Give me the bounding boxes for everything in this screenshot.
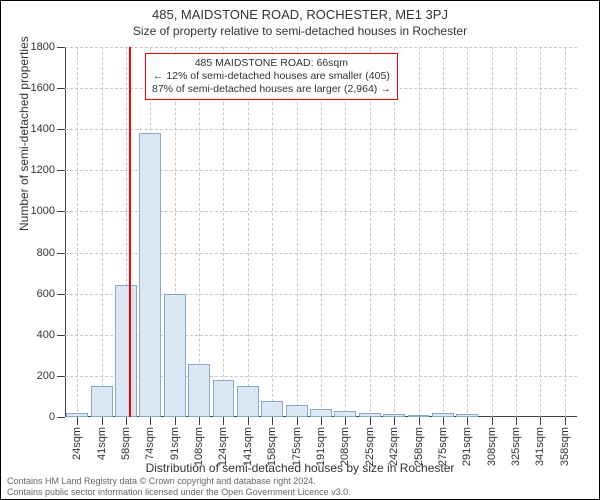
gridline-v xyxy=(345,47,346,417)
tick-x xyxy=(321,417,322,425)
tick-x xyxy=(345,417,346,425)
marker-line xyxy=(129,47,131,417)
gridline-v xyxy=(565,47,566,417)
gridline-v xyxy=(370,47,371,417)
tick-y xyxy=(57,170,65,171)
y-tick-label: 400 xyxy=(37,329,55,341)
footer-line2: Contains public sector information licen… xyxy=(7,487,593,497)
gridline-v xyxy=(419,47,420,417)
plot-area: 020040060080010001200140016001800 24sqm4… xyxy=(65,47,577,417)
gridline-v xyxy=(223,47,224,417)
footer: Contains HM Land Registry data © Crown c… xyxy=(7,476,593,497)
histogram-bar xyxy=(91,386,113,417)
footer-line1: Contains HM Land Registry data © Crown c… xyxy=(7,476,593,486)
gridline-v xyxy=(394,47,395,417)
page-subtitle: Size of property relative to semi-detach… xyxy=(1,24,599,38)
tick-y xyxy=(57,88,65,89)
tick-x xyxy=(150,417,151,425)
x-tick-label: 41sqm xyxy=(96,427,108,460)
tick-x xyxy=(272,417,273,425)
tick-x xyxy=(492,417,493,425)
x-tick-label: 58sqm xyxy=(120,427,132,460)
tick-x xyxy=(248,417,249,425)
x-tick-label: 74sqm xyxy=(144,427,156,460)
histogram-bar xyxy=(261,401,283,417)
tick-y xyxy=(57,129,65,130)
y-tick-label: 0 xyxy=(49,411,55,423)
gridline-v xyxy=(321,47,322,417)
y-tick-label: 800 xyxy=(37,247,55,259)
histogram-bar xyxy=(188,364,210,417)
tick-x xyxy=(394,417,395,425)
gridline-v xyxy=(516,47,517,417)
tick-x xyxy=(565,417,566,425)
gridline-v xyxy=(540,47,541,417)
histogram-bar xyxy=(115,285,137,417)
gridline-v xyxy=(102,47,103,417)
x-tick-label: 91sqm xyxy=(169,427,181,460)
tick-x xyxy=(126,417,127,425)
y-tick-label: 1200 xyxy=(31,164,55,176)
x-axis-title: Distribution of semi-detached houses by … xyxy=(1,461,599,475)
tick-x xyxy=(223,417,224,425)
tick-x xyxy=(175,417,176,425)
gridline-v xyxy=(248,47,249,417)
y-axis-title: Number of semi-detached properties xyxy=(17,36,31,231)
annotation-line3: 87% of semi-detached houses are larger (… xyxy=(152,83,391,96)
gridline-v xyxy=(272,47,273,417)
gridline-v xyxy=(467,47,468,417)
histogram-bar xyxy=(164,294,186,417)
tick-x xyxy=(297,417,298,425)
annotation-box: 485 MAIDSTONE ROAD: 66sqm ← 12% of semi-… xyxy=(145,53,398,100)
gridline-v xyxy=(77,47,78,417)
gridline-v xyxy=(492,47,493,417)
histogram-bar xyxy=(213,380,235,417)
tick-y xyxy=(57,335,65,336)
annotation-line2: ← 12% of semi-detached houses are smalle… xyxy=(152,70,391,83)
tick-x xyxy=(102,417,103,425)
x-tick-label: 24sqm xyxy=(71,427,83,460)
tick-y xyxy=(57,253,65,254)
tick-y xyxy=(57,294,65,295)
y-tick-label: 1600 xyxy=(31,82,55,94)
y-tick-label: 1400 xyxy=(31,123,55,135)
histogram-bar xyxy=(286,405,308,417)
histogram-bar xyxy=(237,386,259,417)
y-tick-label: 200 xyxy=(37,370,55,382)
annotation-line1: 485 MAIDSTONE ROAD: 66sqm xyxy=(152,57,391,70)
tick-x xyxy=(199,417,200,425)
tick-x xyxy=(370,417,371,425)
y-tick-label: 600 xyxy=(37,288,55,300)
histogram-bar xyxy=(310,409,332,417)
tick-y xyxy=(57,376,65,377)
y-tick-label: 1000 xyxy=(31,205,55,217)
tick-y xyxy=(57,417,65,418)
tick-x xyxy=(467,417,468,425)
tick-x xyxy=(540,417,541,425)
gridline-v xyxy=(443,47,444,417)
gridline-v xyxy=(297,47,298,417)
tick-y xyxy=(57,211,65,212)
chart-container: 485, MAIDSTONE ROAD, ROCHESTER, ME1 3PJ … xyxy=(0,0,600,500)
tick-x xyxy=(419,417,420,425)
y-tick-label: 1800 xyxy=(31,41,55,53)
histogram-bar xyxy=(139,133,161,417)
tick-x xyxy=(443,417,444,425)
tick-x xyxy=(516,417,517,425)
gridline-v xyxy=(199,47,200,417)
tick-y xyxy=(57,47,65,48)
tick-x xyxy=(77,417,78,425)
page-title: 485, MAIDSTONE ROAD, ROCHESTER, ME1 3PJ xyxy=(1,7,599,22)
